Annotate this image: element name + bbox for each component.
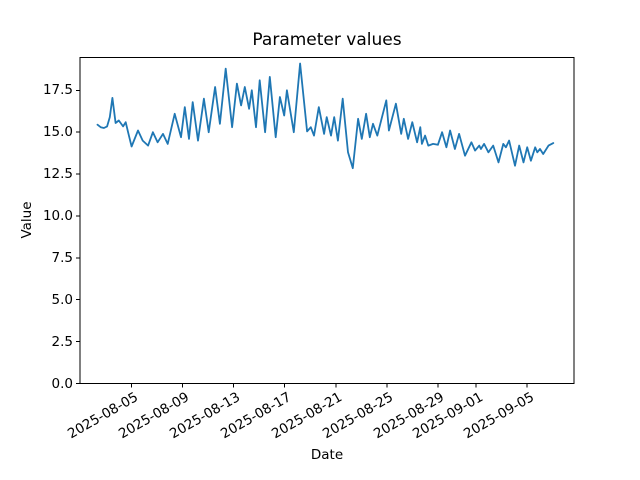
y-tick-label: 15.0 xyxy=(42,124,73,141)
data-line xyxy=(96,62,555,170)
y-axis-label: Value xyxy=(19,201,35,239)
y-tick-label: 17.5 xyxy=(42,82,73,99)
y-tick-label: 12.5 xyxy=(42,166,73,183)
y-tick-label: 5.0 xyxy=(51,291,73,308)
y-tick-label: 10.0 xyxy=(42,207,73,224)
y-tick-label: 2.5 xyxy=(51,333,73,350)
y-tick-label: 0.0 xyxy=(51,375,73,392)
y-tick-label: 7.5 xyxy=(51,249,73,266)
x-axis-label: Date xyxy=(310,447,344,463)
axes-frame xyxy=(79,57,575,384)
chart-title: Parameter values xyxy=(252,30,402,50)
